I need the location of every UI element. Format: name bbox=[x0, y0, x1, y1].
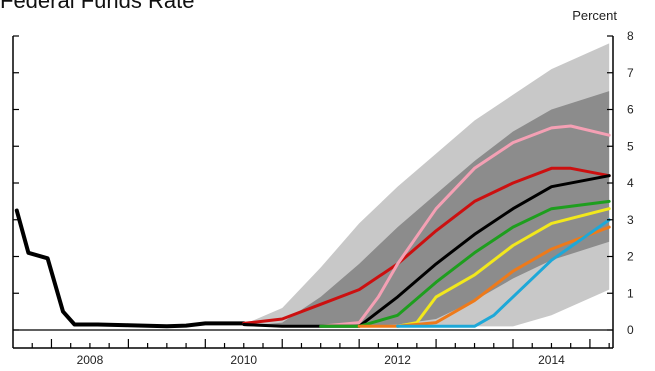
y-tick-label: 6 bbox=[627, 103, 634, 117]
y-tick-label: 4 bbox=[627, 176, 634, 190]
x-tick-label: 2014 bbox=[538, 353, 565, 367]
series-line-2 bbox=[319, 124, 611, 328]
series-line-0 bbox=[14, 208, 246, 329]
y-tick-label: 2 bbox=[627, 250, 634, 264]
y-tick-label: 7 bbox=[627, 66, 634, 80]
y-tick-label: 1 bbox=[627, 286, 634, 300]
x-tick-label: 2008 bbox=[77, 353, 104, 367]
y-axis: 0 1 2 3 4 5 6 7 8 bbox=[13, 29, 634, 337]
series-line-5 bbox=[396, 207, 611, 328]
x-tick-label: 2010 bbox=[230, 353, 257, 367]
series-line-1 bbox=[242, 166, 611, 325]
x-tick-label: 2012 bbox=[384, 353, 411, 367]
series-line-3 bbox=[242, 174, 611, 328]
series-lines bbox=[14, 124, 611, 329]
y-unit-label: Percent bbox=[572, 8, 617, 23]
series-line-4 bbox=[319, 199, 611, 328]
chart-title: Federal Funds Rate bbox=[0, 0, 195, 13]
series-line-7 bbox=[396, 218, 611, 328]
x-axis: 2008 2010 2012 2014 bbox=[31, 339, 610, 367]
y-tick-label: 5 bbox=[627, 139, 634, 153]
y-tick-label: 3 bbox=[627, 213, 634, 227]
y-tick-label: 8 bbox=[627, 29, 634, 43]
y-tick-label: 0 bbox=[627, 323, 634, 337]
